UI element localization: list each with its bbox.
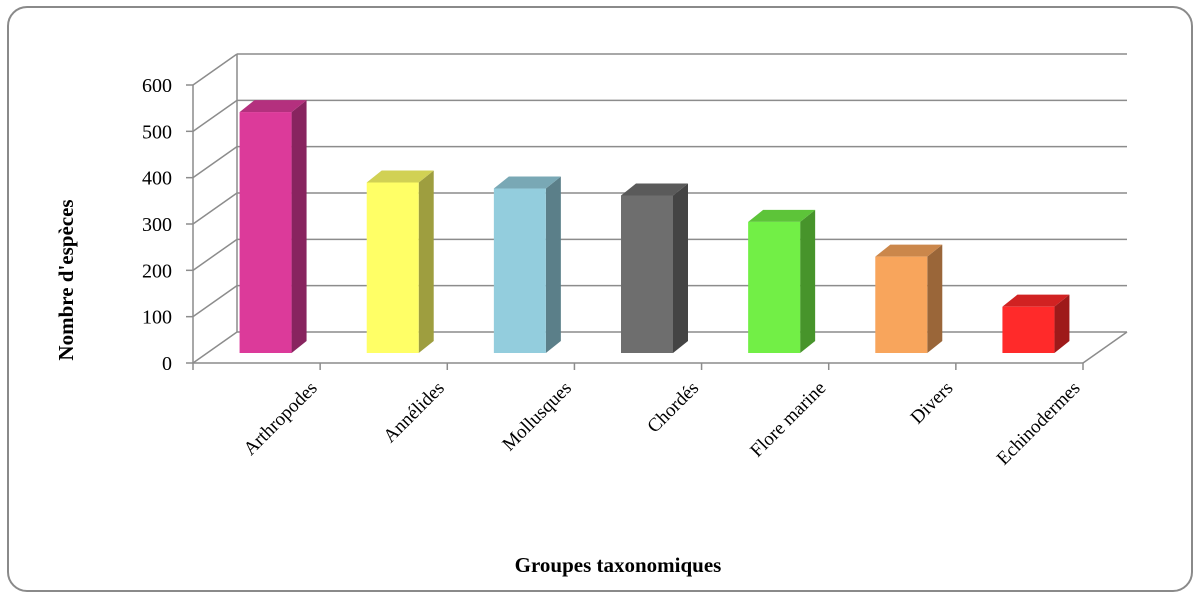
side-gridline <box>193 239 237 270</box>
y-tick-label: 100 <box>142 307 172 329</box>
x-tick-labels: Arthropodes Annélides Mollusques Chordés Flo… <box>240 378 1085 470</box>
y-tick-label: 300 <box>142 214 172 236</box>
bar-front <box>240 112 292 353</box>
x-tick-label: Annélides <box>379 378 448 447</box>
x-tick-label: Flore marine <box>746 378 830 462</box>
bar-side <box>927 245 942 353</box>
bar-front <box>1002 307 1054 353</box>
bar-front <box>621 195 673 353</box>
x-tick-label: Arthropodes <box>240 378 322 460</box>
bar-front <box>494 189 546 353</box>
y-tick-label: 0 <box>162 353 172 375</box>
x-tick-label: Mollusques <box>498 378 576 456</box>
bar-echinodermes <box>1002 295 1069 353</box>
side-gridline <box>193 332 237 363</box>
bar-ann-lides <box>367 170 434 353</box>
y-tick-label: 200 <box>142 260 172 282</box>
bar-mollusques <box>494 177 561 353</box>
bar-side <box>546 177 561 353</box>
bar-flore-marine <box>748 210 815 353</box>
side-gridline <box>193 147 237 178</box>
bar-front <box>367 182 419 353</box>
y-tick-labels: 0 100 200 300 400 500 600 <box>142 75 172 375</box>
bar-arthropodes <box>240 100 307 353</box>
bars <box>240 100 1070 353</box>
side-gridline <box>193 286 237 317</box>
bar-front <box>748 222 800 353</box>
y-axis-title: Nombre d'espèces <box>54 199 78 360</box>
bar-chord-s <box>621 183 688 353</box>
bar-side <box>800 210 815 353</box>
side-gridline <box>193 54 237 85</box>
y-tick-label: 600 <box>142 75 172 97</box>
bar-side <box>292 100 307 353</box>
bar-side <box>419 170 434 353</box>
bar-side <box>673 183 688 353</box>
x-tick-label: Echinodermes <box>993 378 1085 470</box>
x-tick-label: Divers <box>907 378 958 429</box>
bar-front <box>875 257 927 353</box>
y-tick-label: 500 <box>142 121 172 143</box>
x-axis-title: Groupes taxonomiques <box>515 553 722 577</box>
y-tick-label: 400 <box>142 168 172 190</box>
bar-divers <box>875 245 942 353</box>
side-gridline <box>193 193 237 224</box>
floor-edge <box>1083 332 1127 363</box>
x-tick-label: Chordés <box>643 378 703 438</box>
side-gridline <box>193 100 237 131</box>
